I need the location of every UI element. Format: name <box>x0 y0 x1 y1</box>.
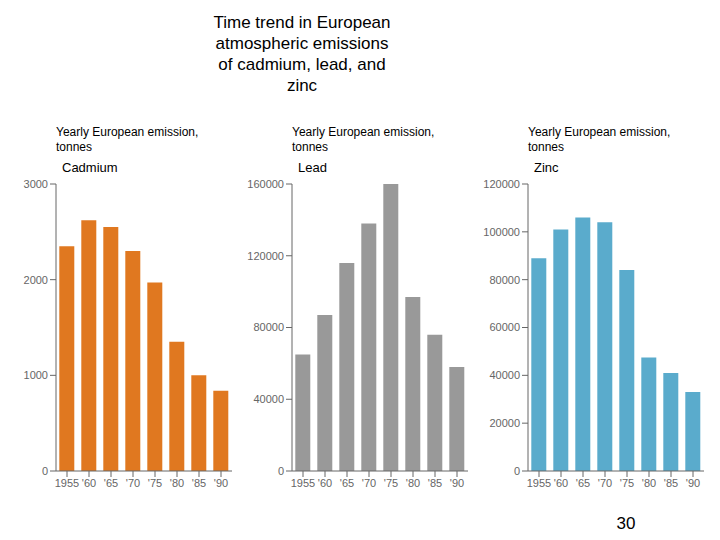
svg-text:'90: '90 <box>686 477 700 489</box>
svg-text:'80: '80 <box>170 477 184 489</box>
svg-text:'75: '75 <box>620 477 634 489</box>
svg-text:'60: '60 <box>82 477 96 489</box>
svg-text:'60: '60 <box>554 477 568 489</box>
svg-text:0: 0 <box>42 465 48 477</box>
svg-text:3000: 3000 <box>24 178 48 190</box>
html-text:Time trend in European atmosph: Time trend in European atmospheric emiss… <box>213 13 391 95</box>
svg-text:'85: '85 <box>192 477 206 489</box>
svg-text:1955: 1955 <box>527 477 551 489</box>
svg-text:'70: '70 <box>362 477 376 489</box>
svg-text:'75: '75 <box>384 477 398 489</box>
html-text:30: 30 <box>616 514 636 533</box>
svg-text:'85: '85 <box>664 477 678 489</box>
svg-text:'65: '65 <box>104 477 118 489</box>
html-text:Lead: Lead <box>298 160 327 175</box>
html-text:Zinc: Zinc <box>534 160 559 175</box>
svg-text:20000: 20000 <box>489 417 520 429</box>
svg-text:'65: '65 <box>576 477 590 489</box>
svg-text:'70: '70 <box>598 477 612 489</box>
html-text:Yearly European emission, tonn: Yearly European emission, tonnes <box>528 125 671 154</box>
html-text:Yearly European emission, tonn: Yearly European emission, tonnes <box>292 125 435 154</box>
svg-text:'80: '80 <box>642 477 656 489</box>
svg-text:0: 0 <box>514 465 520 477</box>
svg-text:1955: 1955 <box>291 477 315 489</box>
svg-text:'70: '70 <box>126 477 140 489</box>
svg-text:'90: '90 <box>450 477 464 489</box>
svg-text:'60: '60 <box>318 477 332 489</box>
svg-text:0: 0 <box>278 465 284 477</box>
html-text:Cadmium: Cadmium <box>62 160 118 175</box>
svg-text:1000: 1000 <box>24 369 48 381</box>
svg-text:'75: '75 <box>148 477 162 489</box>
svg-text:'85: '85 <box>428 477 442 489</box>
svg-text:40000: 40000 <box>253 393 284 405</box>
svg-text:120000: 120000 <box>247 250 284 262</box>
svg-text:'80: '80 <box>406 477 420 489</box>
svg-text:60000: 60000 <box>489 321 520 333</box>
svg-text:100000: 100000 <box>483 226 520 238</box>
svg-text:160000: 160000 <box>247 178 284 190</box>
svg-text:80000: 80000 <box>253 321 284 333</box>
svg-text:120000: 120000 <box>483 178 520 190</box>
svg-text:'90: '90 <box>214 477 228 489</box>
svg-text:1955: 1955 <box>55 477 79 489</box>
svg-text:'65: '65 <box>340 477 354 489</box>
svg-text:40000: 40000 <box>489 369 520 381</box>
svg-text:2000: 2000 <box>24 274 48 286</box>
svg-text:80000: 80000 <box>489 274 520 286</box>
html-text:Yearly European emission, tonn: Yearly European emission, tonnes <box>56 125 199 154</box>
